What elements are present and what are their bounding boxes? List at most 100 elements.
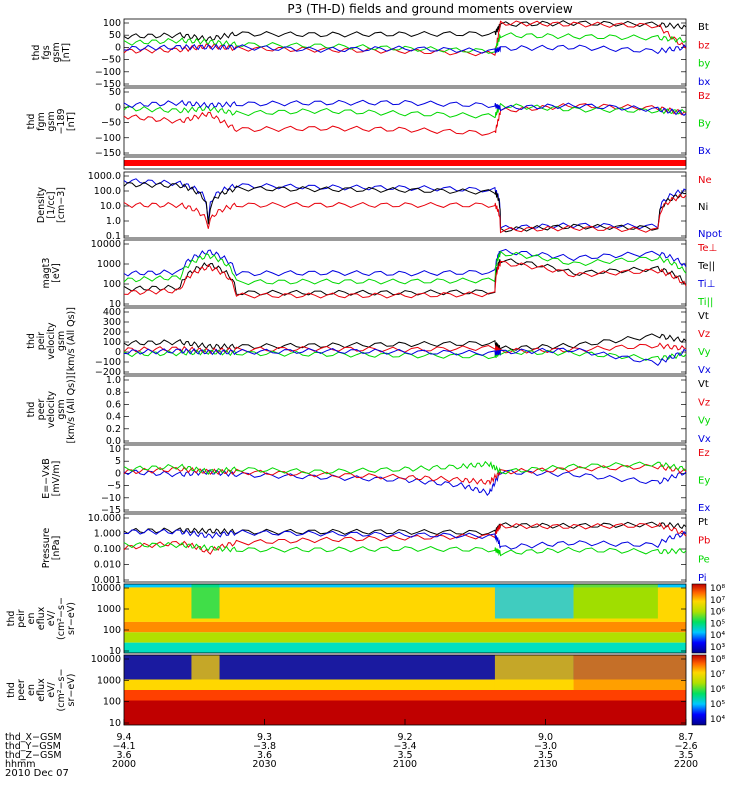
x-tick-label: 2130 <box>533 759 557 770</box>
series-line-Ne <box>123 193 687 234</box>
legend-entry: Vz <box>698 397 710 408</box>
legend-entry: Ti|| <box>697 297 713 308</box>
y-tick-label: 100 <box>103 625 121 636</box>
y-axis-label: en <box>26 684 37 696</box>
y-axis-label: (cm²−s− <box>56 669 67 712</box>
colorbar-tick: 10⁷ <box>710 596 725 606</box>
legend-entry: Vy <box>698 416 711 427</box>
legend-entry: Vy <box>698 347 711 358</box>
y-axis-label: fgm <box>36 112 47 131</box>
y-tick-label: −5 <box>107 481 121 492</box>
legend-entry: Npot <box>698 229 722 240</box>
y-tick-label: 0.100 <box>94 544 121 555</box>
y-axis-label: gsm <box>51 42 62 62</box>
y-tick-label: 1000 <box>97 675 121 686</box>
y-axis-label: [1/cc] <box>46 191 57 218</box>
spec-band <box>124 679 686 690</box>
chart-title: P3 (TH-D) fields and ground moments over… <box>287 2 572 16</box>
x-tick-label: 2030 <box>252 759 276 770</box>
spec-band <box>124 632 686 643</box>
status-bar-frame <box>123 156 687 170</box>
colorbar-tick: 10³ <box>710 643 725 653</box>
colorbar-tick: 10⁵ <box>710 700 725 710</box>
y-axis-label: thd <box>26 402 37 418</box>
spec-overlay <box>573 655 686 690</box>
legend-entry: Vt <box>698 311 709 322</box>
y-axis-label: −189 <box>56 108 67 134</box>
y-tick-label: 400 <box>103 307 121 318</box>
x-row-label: thd_Z−GSM <box>5 750 62 761</box>
y-axis-label: Pressure <box>41 528 52 569</box>
y-tick-label: 1000.0 <box>88 171 121 182</box>
y-axis-label: [km/s (All Qs)] <box>66 376 77 444</box>
colorbar-tick: 10⁷ <box>710 670 725 680</box>
spec-band <box>124 690 686 701</box>
x-tick-label: 2100 <box>393 759 417 770</box>
status-bar <box>124 160 686 166</box>
y-tick-label: 0.2 <box>106 424 121 435</box>
x-tick-label: −2.6 <box>674 741 697 752</box>
y-tick-label: 10 <box>109 299 121 310</box>
legend-entry: by <box>698 59 710 70</box>
x-tick-label: 9.0 <box>538 732 553 743</box>
y-axis-label: peir <box>16 609 27 628</box>
legend-entry: Pt <box>698 517 708 528</box>
panel-pressure: 10.000 1.000 0.100 0.010 0.001 Pressure [nPa] P… <box>41 513 710 586</box>
y-axis-label: eV/ <box>46 681 57 697</box>
legend-entry: Bz <box>698 91 710 102</box>
legend-entry: Te⊥ <box>697 243 717 254</box>
x-tick-label: 3.5 <box>538 750 553 761</box>
y-tick-label: 1.0 <box>106 216 121 227</box>
colorbar-tick: 10⁴ <box>710 631 725 641</box>
panel-density: 1000.0 100.0 10.0 1.0 0.1 Density [1/cc] [cm−3]… <box>36 171 722 242</box>
y-axis-label: [cm−3] <box>56 187 67 223</box>
panel-frame <box>123 444 687 513</box>
panel-frame <box>123 513 687 583</box>
y-axis-label: peer <box>36 399 47 421</box>
series-line-Vy <box>123 348 687 361</box>
y-tick-label: 1000 <box>97 259 121 270</box>
y-axis-label: thd <box>26 333 37 349</box>
y-axis-label: gsm <box>56 399 67 419</box>
series-line-Ti|| <box>123 250 687 286</box>
series-line-By <box>123 102 687 119</box>
series-line-Ez <box>123 463 687 486</box>
series-line-Ey <box>123 460 687 475</box>
x-tick-label: −3.4 <box>393 741 416 752</box>
x-tick-label: 2000 <box>112 759 136 770</box>
y-tick-label: 100 <box>103 279 121 290</box>
y-axis-label: Density <box>36 187 47 223</box>
series-line-Te|| <box>123 258 687 296</box>
panel-frame <box>123 18 687 87</box>
series-line-Vz <box>123 342 687 355</box>
y-tick-label: 50 <box>109 87 121 98</box>
y-axis-label: eflux <box>36 606 47 630</box>
colorbar-tick: 10⁶ <box>710 608 725 618</box>
legend-entry: Bt <box>698 22 709 33</box>
legend-entry: Vx <box>698 365 711 376</box>
y-axis-label: sr−eV) <box>66 674 77 707</box>
y-axis-label: [km/s (All Qs)] <box>66 307 77 375</box>
y-tick-label: 1.0 <box>106 375 121 386</box>
y-tick-label: 0 <box>115 468 121 479</box>
colorbar-tick: 10⁴ <box>710 715 725 725</box>
panel-fgm: 50 0 −50 −100 −150 thd fgm gsm −189 [nT] Bz By Bx <box>26 87 711 159</box>
series-line-bx <box>123 43 687 55</box>
x-tick-label: 8.7 <box>678 732 693 743</box>
x-tick-label: 9.4 <box>116 732 131 743</box>
y-axis-label: thd <box>31 45 42 61</box>
y-tick-label: 50 <box>109 30 121 41</box>
legend-entry: bx <box>698 77 710 88</box>
series-line-bz <box>123 20 687 57</box>
y-tick-label: 200 <box>103 327 121 338</box>
series-line-Ti⊥ <box>123 248 687 277</box>
legend-entry: Bx <box>698 146 711 157</box>
y-tick-label: 300 <box>103 317 121 328</box>
y-tick-label: 100 <box>103 337 121 348</box>
x-tick-label: 3.6 <box>257 750 272 761</box>
legend-entry: Vx <box>698 434 711 445</box>
y-tick-label: 100 <box>103 697 121 708</box>
series-line-Pt <box>123 521 687 536</box>
